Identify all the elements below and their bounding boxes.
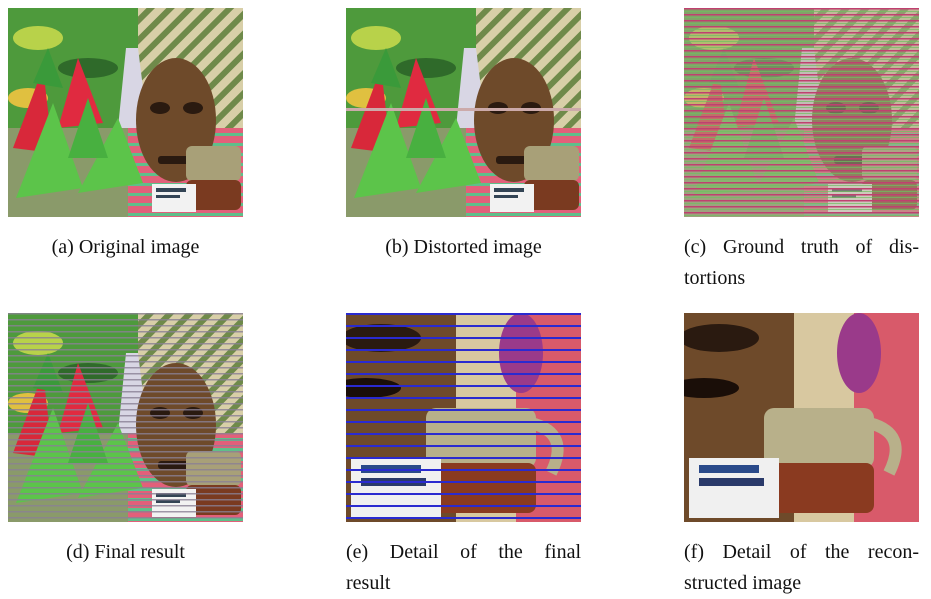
caption: (f) Detail of the recon-structed image <box>684 537 919 599</box>
final-result-image <box>8 313 243 522</box>
caption-line: (d) Final result <box>66 541 185 563</box>
caption-line: tortions <box>684 267 746 289</box>
caption: (d) Final result <box>8 537 243 568</box>
caption: (a) Original image <box>8 232 243 263</box>
figure-page: (a) Original image (b) Distorted image (c)… <box>8 8 919 594</box>
ground-truth-image <box>684 8 919 217</box>
caption-line: (c) Ground truth of dis- <box>684 236 919 258</box>
caption: (c) Ground truth of dis-tortions <box>684 232 919 294</box>
caption-line: structed image <box>684 572 802 594</box>
caption: (b) Distorted image <box>346 232 581 263</box>
caption-line: (f) Detail of the recon- <box>684 541 919 563</box>
detail-final-image <box>346 313 581 522</box>
caption-line: result <box>346 572 391 594</box>
caption: (e) Detail of the final result <box>346 537 581 599</box>
detail-reconstructed-image <box>684 313 919 522</box>
distorted-image <box>346 8 581 217</box>
original-image <box>8 8 243 217</box>
caption-line: (e) Detail of the final <box>346 541 581 563</box>
caption-line: (b) Distorted image <box>385 236 542 258</box>
caption-line: (a) Original image <box>51 236 200 258</box>
